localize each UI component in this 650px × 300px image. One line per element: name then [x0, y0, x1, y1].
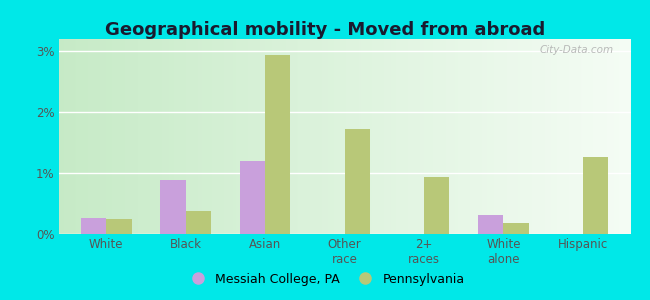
Bar	[478, 214, 503, 234]
Bar	[81, 218, 106, 234]
Bar	[186, 212, 211, 234]
Bar	[240, 161, 265, 234]
Text: Geographical mobility - Moved from abroad: Geographical mobility - Moved from abroa…	[105, 21, 545, 39]
Legend: Messiah College, PA, Pennsylvania: Messiah College, PA, Pennsylvania	[180, 268, 470, 291]
Bar	[265, 56, 291, 234]
Text: City-Data.com: City-Data.com	[540, 45, 614, 55]
Bar	[583, 157, 608, 234]
Bar	[106, 219, 131, 234]
Bar	[344, 129, 370, 234]
Bar	[424, 177, 449, 234]
Bar	[503, 223, 529, 234]
Bar	[160, 180, 186, 234]
